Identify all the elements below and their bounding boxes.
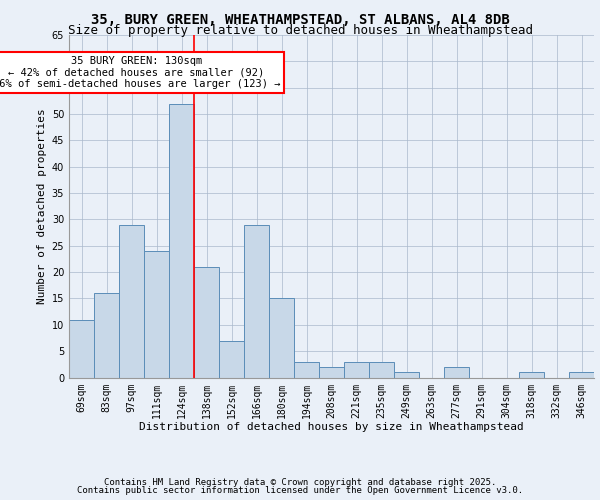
Bar: [394, 372, 419, 378]
Bar: [519, 372, 544, 378]
Bar: [169, 104, 194, 378]
Bar: [244, 224, 269, 378]
Bar: [294, 362, 319, 378]
Bar: [219, 340, 244, 378]
Text: Size of property relative to detached houses in Wheathampstead: Size of property relative to detached ho…: [67, 24, 533, 37]
Bar: [194, 267, 219, 378]
Bar: [69, 320, 94, 378]
Bar: [94, 293, 119, 378]
Bar: [144, 251, 169, 378]
Bar: [369, 362, 394, 378]
Text: Contains HM Land Registry data © Crown copyright and database right 2025.: Contains HM Land Registry data © Crown c…: [104, 478, 496, 487]
Bar: [344, 362, 369, 378]
Text: Contains public sector information licensed under the Open Government Licence v3: Contains public sector information licen…: [77, 486, 523, 495]
Bar: [319, 367, 344, 378]
Bar: [269, 298, 294, 378]
X-axis label: Distribution of detached houses by size in Wheathampstead: Distribution of detached houses by size …: [139, 422, 524, 432]
Bar: [444, 367, 469, 378]
Bar: [569, 372, 594, 378]
Text: 35, BURY GREEN, WHEATHAMPSTEAD, ST ALBANS, AL4 8DB: 35, BURY GREEN, WHEATHAMPSTEAD, ST ALBAN…: [91, 12, 509, 26]
Bar: [119, 224, 144, 378]
Y-axis label: Number of detached properties: Number of detached properties: [37, 108, 47, 304]
Text: 35 BURY GREEN: 130sqm
← 42% of detached houses are smaller (92)
56% of semi-deta: 35 BURY GREEN: 130sqm ← 42% of detached …: [0, 56, 280, 90]
